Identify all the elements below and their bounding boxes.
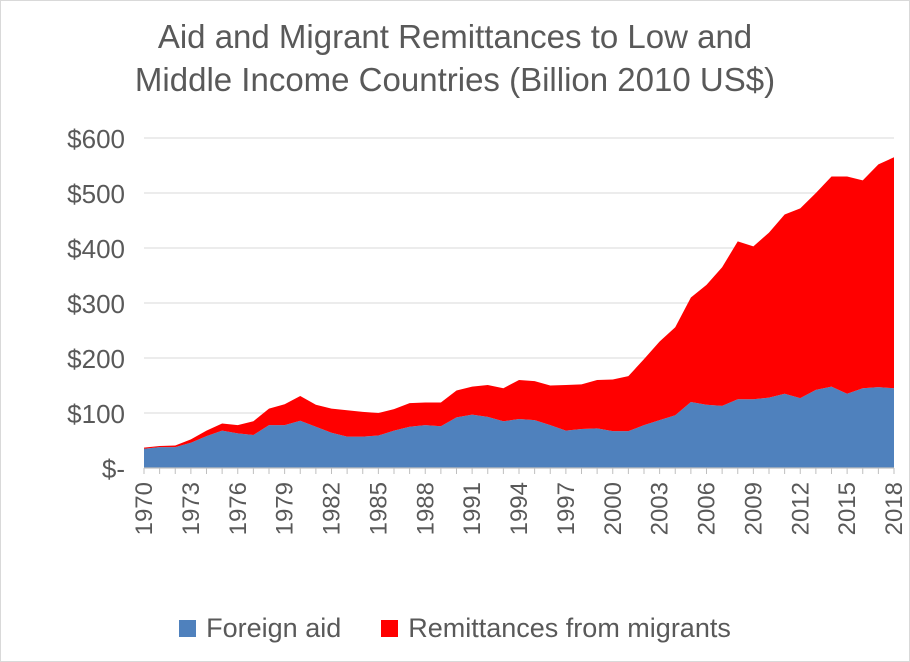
x-tick-label: 1979 bbox=[272, 482, 299, 535]
x-tick-label: 2003 bbox=[647, 482, 674, 535]
x-axis bbox=[143, 467, 895, 474]
y-tick-label: $100 bbox=[67, 399, 125, 429]
y-tick-label: $400 bbox=[67, 234, 125, 264]
x-tick-label: 1970 bbox=[131, 482, 158, 535]
y-tick-label: $- bbox=[102, 454, 125, 484]
y-tick-label: $500 bbox=[67, 179, 125, 209]
legend-label-remittances: Remittances from migrants bbox=[408, 613, 731, 643]
x-tick-label: 1976 bbox=[225, 482, 252, 535]
y-tick-label: $300 bbox=[67, 289, 125, 319]
legend: Foreign aid Remittances from migrants bbox=[1, 613, 909, 644]
x-tick-label: 1988 bbox=[412, 482, 439, 535]
y-tick-label: $200 bbox=[67, 344, 125, 374]
y-tick-label: $600 bbox=[67, 124, 125, 154]
area-remittances-from-migrants bbox=[144, 157, 894, 449]
x-tick-label: 2000 bbox=[600, 482, 627, 535]
plot-area: $-$100$200$300$400$500$600 1970 1973 1976 1… bbox=[67, 124, 908, 535]
y-axis: $- $100 $200 $300 $400 $500 $600 bbox=[67, 124, 125, 484]
legend-item-foreign-aid: Foreign aid bbox=[179, 613, 341, 644]
chart-title: Aid and Migrant Remittances to Low and M… bbox=[134, 18, 776, 98]
x-tick-label: 1994 bbox=[506, 482, 533, 535]
x-tick-label: 1985 bbox=[365, 482, 392, 535]
x-tick-labels: 1970 1973 1976 1979 1982 1985 1988 1991 1994 1997… bbox=[131, 482, 908, 535]
legend-label-foreign-aid: Foreign aid bbox=[206, 613, 342, 643]
legend-swatch-foreign-aid bbox=[179, 620, 197, 637]
x-tick-label: 2012 bbox=[787, 482, 814, 535]
legend-item-remittances: Remittances from migrants bbox=[381, 613, 731, 644]
area-foreign-aid bbox=[144, 386, 894, 468]
x-tick-label: 1997 bbox=[553, 482, 580, 535]
x-tick-label: 2006 bbox=[694, 482, 721, 535]
x-tick-label: 2018 bbox=[881, 482, 908, 535]
x-tick-label: 2009 bbox=[740, 482, 767, 535]
x-tick-label: 1982 bbox=[319, 482, 346, 535]
x-tick-label: 1991 bbox=[459, 482, 486, 535]
x-tick-label: 1973 bbox=[178, 482, 205, 535]
area-series bbox=[144, 157, 894, 468]
x-tick-label: 2015 bbox=[834, 482, 861, 535]
legend-swatch-remittances bbox=[381, 620, 399, 637]
